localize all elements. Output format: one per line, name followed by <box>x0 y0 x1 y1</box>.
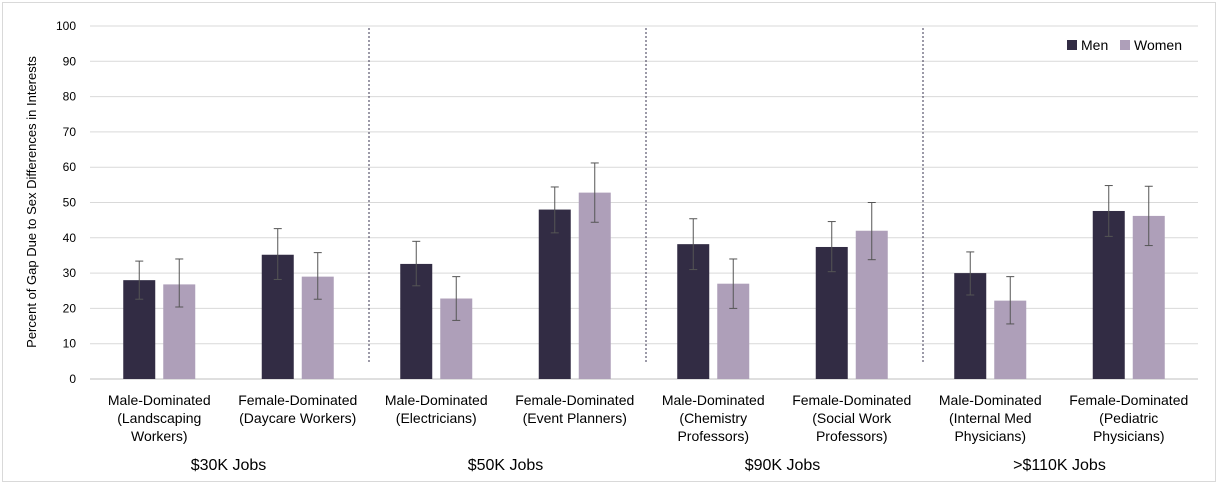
legend-swatch-women <box>1120 40 1130 50</box>
y-tick-label: 10 <box>63 337 77 351</box>
y-axis-ticks: 0 10 20 30 40 50 60 70 80 90 100 <box>56 19 76 386</box>
x-category-label: Female-Dominated (Event Planners) <box>515 392 634 426</box>
group-label: $30K Jobs <box>191 457 267 474</box>
group-labels: $30K Jobs $50K Jobs $90K Jobs >$110K Jobs <box>191 457 1106 474</box>
legend-label-men: Men <box>1081 37 1108 53</box>
x-category-label: Male-Dominated (Electricians) <box>385 392 488 426</box>
group-label: $50K Jobs <box>468 457 544 474</box>
y-tick-label: 70 <box>63 125 77 139</box>
y-tick-label: 30 <box>63 266 77 280</box>
y-tick-label: 60 <box>63 160 77 174</box>
y-tick-label: 100 <box>56 19 76 33</box>
gridlines <box>90 25 1198 380</box>
legend-swatch-men <box>1067 40 1077 50</box>
x-axis-category-labels: Male-Dominated (Landscaping Workers) Female… <box>108 392 1188 444</box>
x-category-label: Female-Dominated (Social Work Professors) <box>792 392 911 444</box>
y-axis-label: Percent of Gap Due to Sex Differences in… <box>24 56 39 348</box>
x-category-label: Male-Dominated (Chemistry Professors) <box>662 392 765 444</box>
y-tick-label: 90 <box>63 54 77 68</box>
bar-men <box>538 209 571 379</box>
error-bars <box>135 162 1153 325</box>
group-separators <box>368 28 924 364</box>
x-category-label: Male-Dominated (Landscaping Workers) <box>108 392 211 444</box>
bars <box>123 192 1165 379</box>
x-category-label: Male-Dominated (Internal Med Physicians) <box>939 392 1042 444</box>
bar-men <box>1092 210 1125 379</box>
y-tick-label: 20 <box>63 301 77 315</box>
y-tick-label: 40 <box>63 231 77 245</box>
legend-label-women: Women <box>1134 37 1182 53</box>
group-label: $90K Jobs <box>745 457 821 474</box>
x-category-label: Female-Dominated (Daycare Workers) <box>238 392 357 426</box>
group-label: >$110K Jobs <box>1013 457 1106 474</box>
y-tick-label: 0 <box>69 372 76 386</box>
y-tick-label: 50 <box>63 196 77 210</box>
y-tick-label: 80 <box>63 90 77 104</box>
bar-women <box>578 192 611 379</box>
x-category-label: Female-Dominated (Pediatric Physicians) <box>1069 392 1188 444</box>
legend: Men Women <box>1067 37 1182 53</box>
